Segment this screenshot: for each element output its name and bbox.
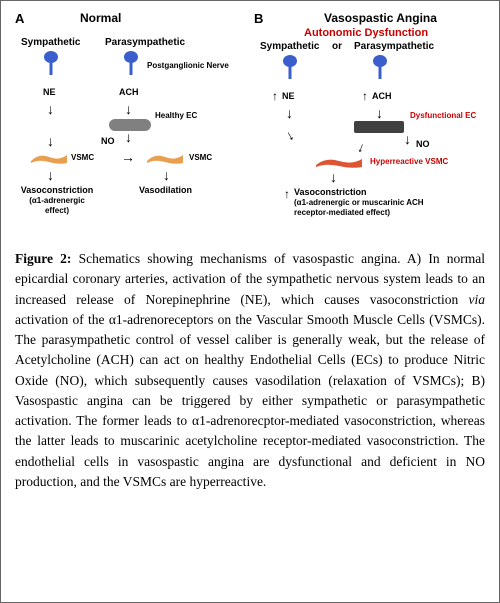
panel-a: A Normal Sympathetic Parasympathetic Pos… (15, 11, 246, 241)
nerve-icon-sympathetic-b (282, 55, 298, 79)
ne-label-a: NE (43, 87, 56, 97)
up-arrow-ach: ↑ (362, 89, 368, 103)
healthy-ec-label: Healthy EC (155, 111, 197, 120)
sympathetic-label-a: Sympathetic (21, 37, 80, 48)
arrow-vsmc2-down: ↓ (163, 167, 170, 183)
ne-label-b: NE (282, 91, 295, 101)
hyperreactive-vsmc-shape (314, 155, 364, 169)
dysfunctional-ec-shape (354, 121, 404, 133)
arrow-vsmc-down-b: ↓ (330, 169, 337, 185)
arrow-ach-to-vsmc-b: ↓ (355, 138, 367, 155)
arrow-to-vsmc1: ↓ (47, 133, 54, 149)
panel-a-title: Normal (80, 11, 121, 25)
caption-text-2: activation of the α1-adrenoreceptors on … (15, 312, 485, 489)
postganglionic-label: Postganglionic Nerve (147, 61, 229, 70)
arrow-ne-to-vsmc-b: ↓ (282, 126, 296, 143)
ach-label-b: ACH (372, 91, 392, 101)
sympathetic-label-b: Sympathetic (260, 41, 319, 52)
vsmc-label-1: VSMC (71, 153, 94, 162)
parasympathetic-label-a: Parasympathetic (105, 37, 185, 48)
vsmc-label-2: VSMC (189, 153, 212, 162)
arrow-vsmc1-down: ↓ (47, 167, 54, 183)
arrow-dys-down: ↓ (404, 131, 411, 147)
arrow-ec-to-no: ↓ (125, 129, 132, 145)
no-label-b: NO (416, 139, 430, 149)
panel-a-label: A (15, 11, 24, 26)
vsmc-shape-1 (29, 151, 69, 165)
nerve-icon-parasympathetic-b (372, 55, 388, 79)
vasoconstriction-b: Vasoconstriction (α1-adrenergic or musca… (294, 187, 464, 217)
panel-b: B Vasospastic Angina Autonomic Dysfuncti… (254, 11, 485, 241)
no-label-a: NO (101, 136, 115, 146)
parasympathetic-label-b: Parasympathetic (354, 41, 434, 52)
up-arrow-vasoconstriction: ↑ (284, 187, 290, 201)
up-arrow-ne: ↑ (272, 89, 278, 103)
or-label: or (332, 41, 342, 52)
vasodilation-a: Vasodilation (139, 185, 192, 195)
panel-b-label: B (254, 11, 263, 26)
autonomic-dysfunction-label: Autonomic Dysfunction (304, 27, 428, 39)
ach-label-a: ACH (119, 87, 139, 97)
vsmc-shape-2 (145, 151, 185, 165)
arrow-ne-down-b: ↓ (286, 105, 293, 121)
hyperreactive-vsmc-label: Hyperreactive VSMC (370, 157, 448, 166)
vasoconstriction-a: Vasoconstriction (α1-adrenergic effect) (17, 185, 97, 215)
figure-label: Figure 2: (15, 251, 71, 266)
arrow-down-ne-a: ↓ (47, 101, 54, 117)
nerve-icon-parasympathetic-a (123, 51, 139, 75)
arrow-ach-down-b: ↓ (376, 105, 383, 121)
panel-b-title: Vasospastic Angina (324, 11, 437, 25)
nerve-icon-sympathetic-a (43, 51, 59, 75)
caption-via: via (469, 292, 486, 307)
arrow-down-ach-a: ↓ (125, 101, 132, 117)
arrow-to-vsmc2: → (121, 149, 135, 165)
caption-text-1: Schematics showing mechanisms of vasospa… (15, 251, 485, 307)
dysfunctional-ec-label: Dysfunctional EC (410, 111, 476, 120)
diagram-area: A Normal Sympathetic Parasympathetic Pos… (15, 11, 485, 241)
figure-caption: Figure 2: Schematics showing mechanisms … (15, 249, 485, 492)
